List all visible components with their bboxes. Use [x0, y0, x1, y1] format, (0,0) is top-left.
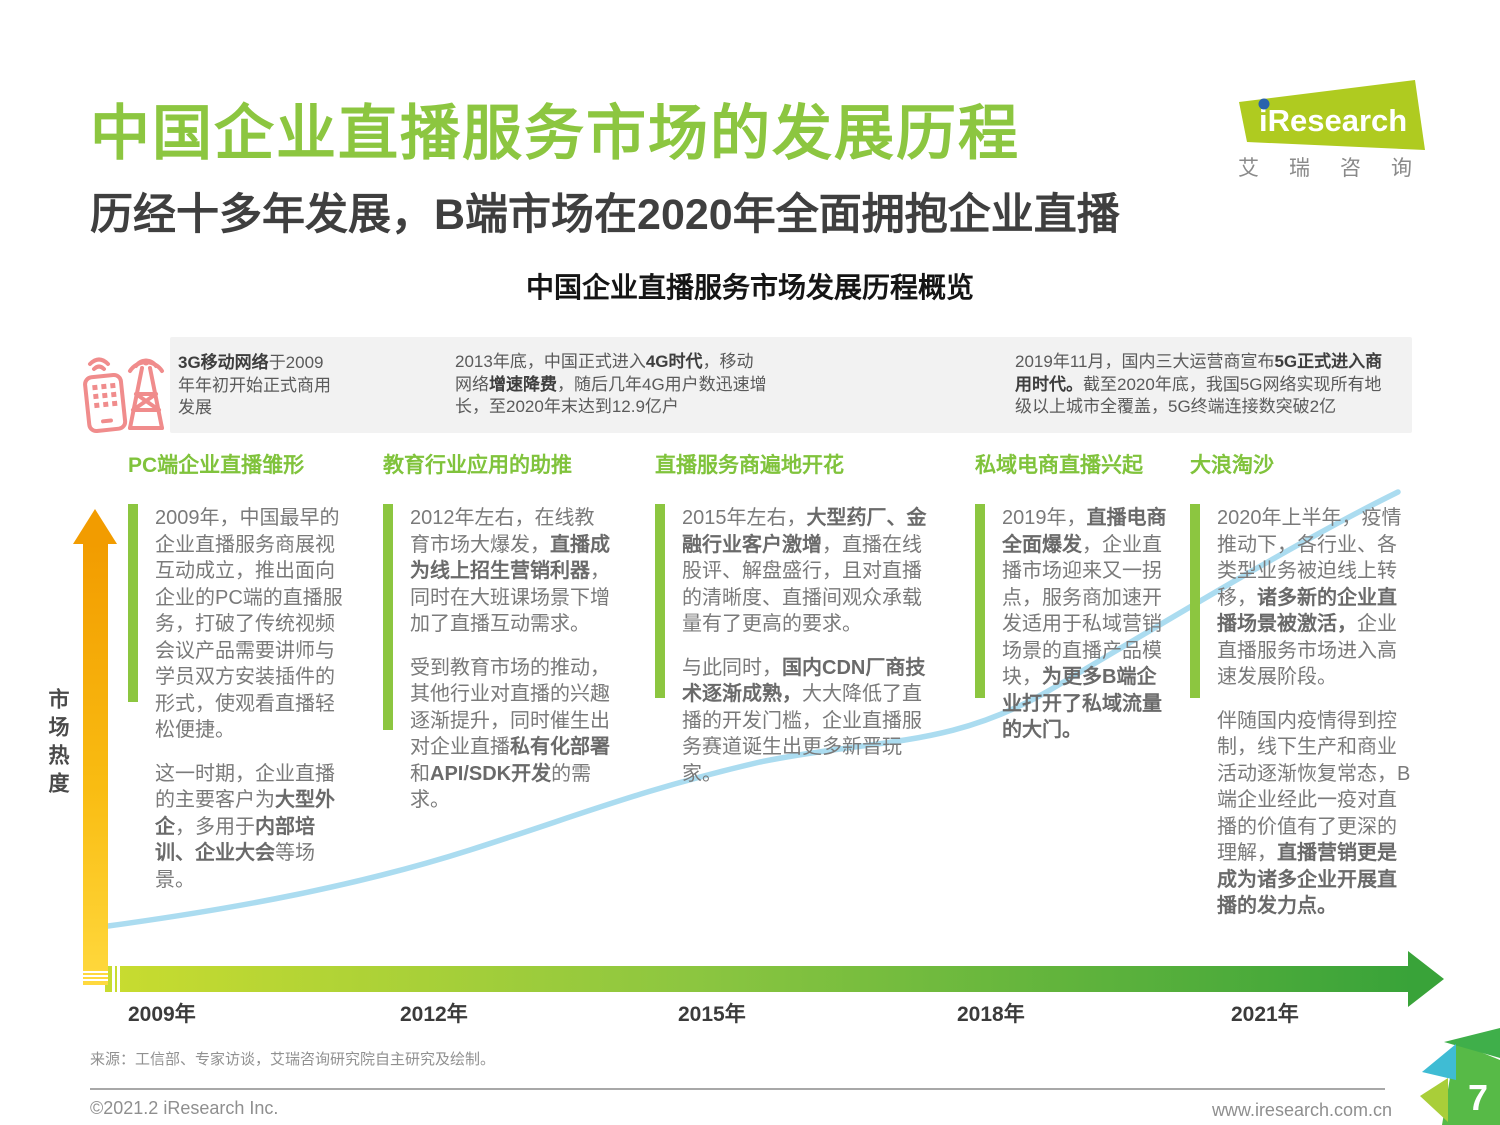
stage-accent-bar — [1190, 504, 1200, 698]
stage-paragraph: 2019年，直播电商全面爆发，企业直播市场迎来又一拐点，服务商加速开发适用于私域… — [1002, 507, 1167, 741]
stage-paragraph: 2015年左右，大型药厂、金融行业客户激增，直播在线股评、解盘盛行，且对直播的清… — [682, 507, 927, 635]
copyright-text: ©2021.2 iResearch Inc. — [90, 1098, 279, 1118]
y-axis-break-marks — [83, 969, 108, 982]
iresearch-logo-caption: 艾瑞咨询 — [1238, 157, 1442, 180]
source-note: 来源：工信部、专家访谈，艾瑞咨询研究院自主研究及绘制。 — [90, 1051, 496, 1068]
x-axis-arrow — [105, 966, 1410, 992]
stage-accent-bar — [128, 504, 138, 702]
phone-and-tower-icon — [78, 340, 174, 436]
website-link[interactable]: www.iresearch.com.cn — [1211, 1100, 1392, 1120]
stage-paragraph: 受到教育市场的推动，其他行业对直播的兴趣逐渐提升，同时催生出对企业直播私有化部署… — [410, 656, 610, 812]
page-number: 7 — [1468, 1077, 1488, 1118]
stage-paragraph: 2009年，中国最早的企业直播服务商展视互动成立，推出面向企业的PC端的直播服务… — [155, 507, 343, 741]
iresearch-logo: iResearch — [1225, 76, 1435, 176]
stage-column-2: 2012年左右，在线教育市场大爆发，直播成为线上招生营销利器，同时在大班课场景下… — [383, 500, 610, 814]
stage-title-1: PC端企业直播雏形 — [128, 454, 305, 477]
year-label-2021: 2021年 — [1231, 1003, 1299, 1026]
stage-accent-bar — [975, 504, 985, 698]
iresearch-logo-flag: iResearch — [1239, 80, 1425, 150]
stage-title-3: 直播服务商遍地开花 — [655, 454, 844, 477]
year-label-2018: 2018年 — [957, 1003, 1025, 1026]
section-title: 中国企业直播服务市场发展历程概览 — [525, 272, 974, 303]
year-label-2012: 2012年 — [400, 1003, 468, 1026]
x-axis-break-marks — [110, 966, 121, 992]
stage-paragraph: 与此同时，国内CDN厂商技术逐渐成熟，大大降低了直播的开发门槛，企业直播服务赛道… — [682, 656, 926, 785]
stage-paragraph: 2020年上半年，疫情推动下，各行业、各类型业务被迫线上转移，诸多新的企业直播场… — [1217, 507, 1402, 688]
milestone-3g: 3G移动网络于2009年年初开始正式商用发展 — [178, 353, 331, 417]
stage-title-2: 教育行业应用的助推 — [383, 454, 572, 477]
stage-column-3: 2015年左右，大型药厂、金融行业客户激增，直播在线股评、解盘盛行，且对直播的清… — [655, 500, 940, 787]
stage-column-4: 2019年，直播电商全面爆发，企业直播市场迎来又一拐点，服务商加速开发适用于私域… — [975, 500, 1174, 744]
page-subtitle: 历经十多年发展，B端市场在2020年全面拥抱企业直播 — [90, 191, 1120, 239]
stage-title-5: 大浪淘沙 — [1190, 454, 1274, 477]
network-milestones-panel — [170, 337, 1412, 433]
page-corner-decoration: 7 — [1406, 1028, 1500, 1125]
milestone-5g: 2019年11月，国内三大运营商宣布5G正式进入商用时代。截至2020年底，我国… — [1015, 352, 1383, 416]
stage-column-1: 2009年，中国最早的企业直播服务商展视互动成立，推出面向企业的PC端的直播服务… — [128, 500, 347, 893]
x-axis-arrow-head — [1408, 951, 1444, 1007]
page-title: 中国企业直播服务市场的发展历程 — [90, 100, 1020, 167]
y-axis-label: 市场热度 — [46, 688, 69, 800]
stage-paragraph: 伴随国内疫情得到控制，线下生产和商业活动逐渐恢复常态，B端企业经此一疫对直播的价… — [1217, 709, 1411, 918]
stage-title-4: 私域电商直播兴起 — [975, 454, 1143, 477]
stage-accent-bar — [655, 504, 665, 698]
y-axis-arrow — [83, 543, 108, 985]
stage-paragraph: 2012年左右，在线教育市场大爆发，直播成为线上招生营销利器，同时在大班课场景下… — [410, 507, 610, 635]
svg-text:iResearch: iResearch — [1259, 103, 1407, 138]
stage-column-5: 2020年上半年，疫情推动下，各行业、各类型业务被迫线上转移，诸多新的企业直播场… — [1190, 500, 1412, 920]
footer-divider — [90, 1088, 1385, 1090]
logo-i-dot — [1258, 98, 1270, 110]
year-label-2009: 2009年 — [128, 1003, 196, 1026]
year-label-2015: 2015年 — [678, 1003, 746, 1026]
y-axis-arrow-head — [73, 509, 117, 544]
milestone-4g: 2013年底，中国正式进入4G时代，移动网络增速降费，随后几年4G用户数迅速增长… — [455, 352, 767, 416]
stage-accent-bar — [383, 504, 393, 730]
stage-paragraph: 这一时期，企业直播的主要客户为大型外企，多用于内部培训、企业大会等场景。 — [155, 762, 335, 891]
